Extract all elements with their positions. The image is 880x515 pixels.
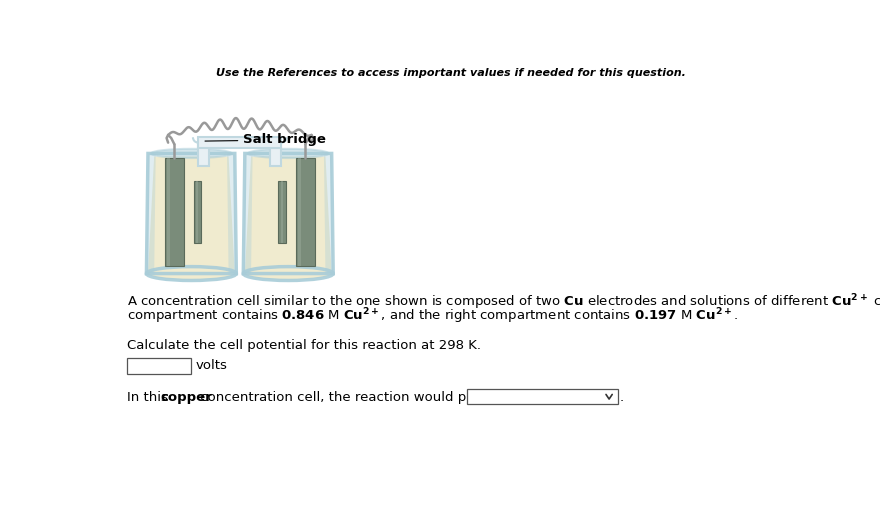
- Text: In this: In this: [127, 390, 172, 404]
- Text: .: .: [620, 390, 624, 404]
- Bar: [167, 158, 170, 266]
- Ellipse shape: [151, 149, 231, 158]
- Text: Salt bridge: Salt bridge: [205, 133, 326, 146]
- Polygon shape: [245, 157, 332, 273]
- Bar: [296, 158, 315, 266]
- Text: A concentration cell similar to the one shown is composed of two $\mathbf{Cu}$ e: A concentration cell similar to the one …: [127, 293, 880, 313]
- Polygon shape: [146, 153, 156, 273]
- Text: Use the References to access important values if needed for this question.: Use the References to access important v…: [216, 68, 686, 78]
- Bar: [270, 143, 282, 166]
- Bar: [198, 138, 282, 148]
- Polygon shape: [243, 153, 253, 273]
- FancyBboxPatch shape: [127, 358, 191, 374]
- Text: compartment contains $\mathbf{0.846}$ M $\mathbf{Cu^{2+}}$, and the right compar: compartment contains $\mathbf{0.846}$ M …: [127, 306, 738, 327]
- Ellipse shape: [245, 267, 332, 280]
- Bar: [198, 143, 209, 166]
- Text: copper: copper: [160, 390, 212, 404]
- Bar: [196, 181, 198, 243]
- Ellipse shape: [148, 267, 235, 280]
- Text: concentration cell, the reaction would proceed spontaneously: concentration cell, the reaction would p…: [196, 390, 613, 404]
- Polygon shape: [324, 153, 334, 273]
- Text: volts: volts: [195, 359, 227, 372]
- Bar: [281, 181, 282, 243]
- Polygon shape: [227, 153, 237, 273]
- Bar: [298, 158, 301, 266]
- Bar: [278, 181, 286, 243]
- Bar: [194, 181, 202, 243]
- Text: Calculate the cell potential for this reaction at 298 K.: Calculate the cell potential for this re…: [127, 339, 481, 352]
- FancyBboxPatch shape: [467, 389, 619, 404]
- Bar: [165, 158, 184, 266]
- Ellipse shape: [248, 149, 328, 158]
- Polygon shape: [148, 157, 235, 273]
